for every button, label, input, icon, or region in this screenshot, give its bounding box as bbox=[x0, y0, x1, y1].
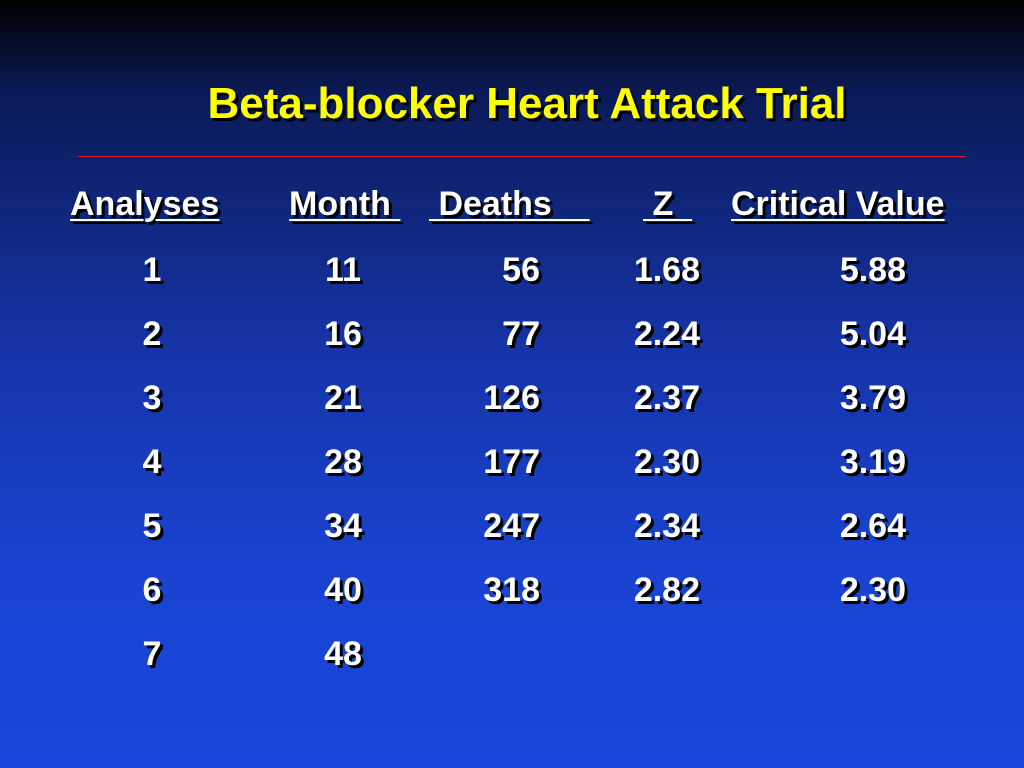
header-deaths: Deaths bbox=[429, 185, 590, 223]
cell-deaths: 56 bbox=[502, 251, 540, 289]
cell-analysis: 7 bbox=[142, 635, 162, 673]
cell-z: 2.24 bbox=[633, 315, 700, 353]
cell-deaths: 247 bbox=[483, 507, 540, 545]
cell-z: 2.30 bbox=[633, 443, 700, 481]
header-month: Month bbox=[289, 185, 401, 223]
header-z: Z bbox=[643, 185, 693, 223]
cell-deaths: 126 bbox=[483, 379, 540, 417]
title-divider bbox=[78, 156, 966, 157]
cell-critical-value: 5.04 bbox=[839, 315, 906, 353]
cell-month: 28 bbox=[324, 443, 362, 481]
cell-deaths: 318 bbox=[483, 571, 540, 609]
cell-analysis: 1 bbox=[142, 251, 162, 289]
cell-critical-value: 2.30 bbox=[839, 571, 906, 609]
slide-title: Beta-blocker Heart Attack Trial bbox=[207, 79, 847, 128]
cell-month: 21 bbox=[324, 379, 362, 417]
cell-critical-value: 3.79 bbox=[839, 379, 906, 417]
cell-month: 16 bbox=[324, 315, 362, 353]
cell-z: 2.82 bbox=[633, 571, 700, 609]
cell-analysis: 4 bbox=[142, 443, 162, 481]
cell-month: 34 bbox=[324, 507, 362, 545]
cell-analysis: 6 bbox=[142, 571, 162, 609]
cell-analysis: 2 bbox=[142, 315, 162, 353]
cell-analysis: 5 bbox=[142, 507, 162, 545]
cell-month: 48 bbox=[324, 635, 362, 673]
header-analyses: Analyses bbox=[70, 185, 220, 223]
cell-z: 2.37 bbox=[633, 379, 700, 417]
cell-z: 2.34 bbox=[633, 507, 700, 545]
cell-z: 1.68 bbox=[633, 251, 700, 289]
cell-critical-value: 5.88 bbox=[839, 251, 906, 289]
cell-month: 11 bbox=[325, 251, 361, 289]
cell-critical-value: 3.19 bbox=[839, 443, 906, 481]
cell-month: 40 bbox=[324, 571, 362, 609]
cell-deaths: 177 bbox=[483, 443, 540, 481]
cell-critical-value: 2.64 bbox=[839, 507, 906, 545]
header-critical-value: Critical Value bbox=[731, 185, 945, 223]
cell-deaths: 77 bbox=[502, 315, 540, 353]
cell-analysis: 3 bbox=[142, 379, 162, 417]
